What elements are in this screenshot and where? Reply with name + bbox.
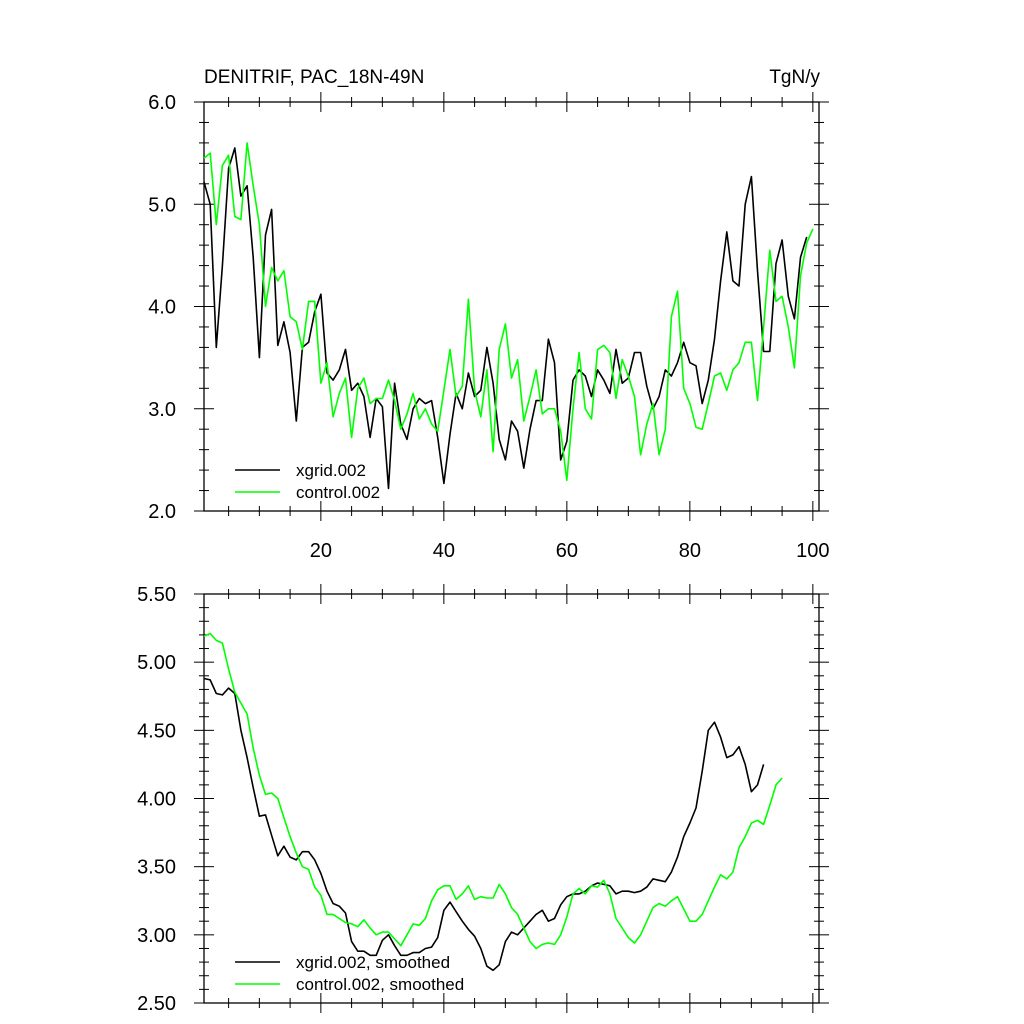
bottom-y-tick-label: 3.00 — [137, 925, 176, 947]
bottom-series-line-xgrid — [203, 677, 765, 972]
bottom-legend-label-xgrid: xgrid.002, smoothed — [296, 953, 450, 972]
bottom-y-tick-label: 3.50 — [137, 857, 176, 879]
bottom-y-tick-label: 5.50 — [137, 584, 176, 606]
top-y-tick-label: 4.0 — [148, 297, 176, 319]
top-legend-label-xgrid: xgrid.002 — [296, 461, 366, 480]
top-x-tick-label: 20 — [310, 540, 332, 562]
bottom-y-tick-label: 2.50 — [137, 993, 176, 1015]
top-y-tick-label: 5.0 — [148, 194, 176, 216]
bottom-panel: 2.50 3.00 3.50 4.00 4.50 5.00 5.50 xgrid.002, s… — [137, 584, 829, 1015]
top-panel: DENITRIF, PAC_18N-49N TgN/y 20 40 60 80 100 2… — [148, 67, 829, 562]
top-x-tick-label: 100 — [796, 540, 829, 562]
top-chart-title: DENITRIF, PAC_18N-49N — [204, 67, 424, 88]
top-y-tick-label: 2.0 — [148, 501, 176, 523]
top-x-tick-label: 40 — [433, 540, 455, 562]
top-chart-units: TgN/y — [769, 67, 820, 88]
top-x-tick-label: 80 — [679, 540, 701, 562]
bottom-y-tick-label: 5.00 — [137, 652, 176, 674]
bottom-series-line-control — [203, 632, 783, 950]
top-y-tick-label: 3.0 — [148, 399, 176, 421]
top-legend-label-control: control.002 — [296, 483, 380, 502]
top-series-line-control — [203, 142, 814, 482]
bottom-y-tick-label: 4.50 — [137, 720, 176, 742]
top-x-tick-label: 60 — [556, 540, 578, 562]
top-series-line-xgrid — [203, 147, 808, 490]
bottom-legend-label-control: control.002, smoothed — [296, 975, 464, 994]
top-y-tick-label: 6.0 — [148, 92, 176, 114]
bottom-y-tick-label: 4.00 — [137, 789, 176, 811]
